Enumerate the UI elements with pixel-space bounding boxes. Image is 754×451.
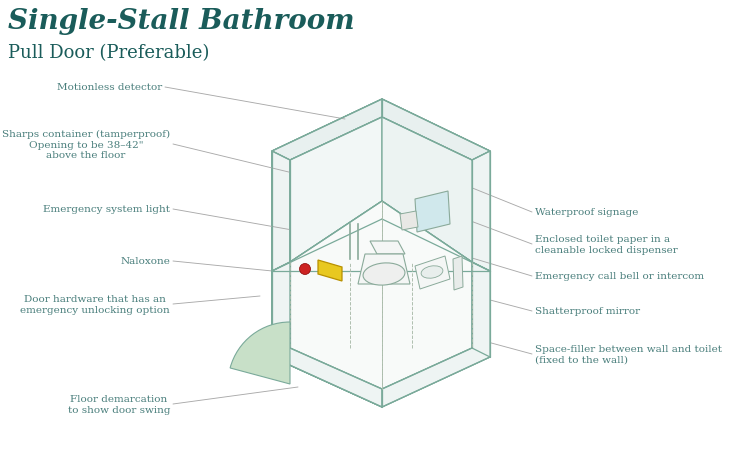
Polygon shape xyxy=(358,254,410,285)
Text: Sharps container (tamperproof)
Opening to be 38–42"
above the floor: Sharps container (tamperproof) Opening t… xyxy=(2,130,170,160)
Polygon shape xyxy=(382,100,490,161)
Polygon shape xyxy=(370,241,405,254)
Text: Space-filler between wall and toilet
(fixed to the wall): Space-filler between wall and toilet (fi… xyxy=(535,345,722,364)
Text: Motionless detector: Motionless detector xyxy=(57,83,162,92)
Text: Naloxone: Naloxone xyxy=(120,257,170,266)
Polygon shape xyxy=(382,118,472,262)
Polygon shape xyxy=(272,100,490,272)
Polygon shape xyxy=(382,262,490,407)
Text: Waterproof signage: Waterproof signage xyxy=(535,208,639,217)
Polygon shape xyxy=(318,260,342,281)
Polygon shape xyxy=(453,257,463,290)
Polygon shape xyxy=(290,202,382,389)
Circle shape xyxy=(299,264,311,275)
Polygon shape xyxy=(290,202,472,389)
Text: Floor demarcation
to show door swing: Floor demarcation to show door swing xyxy=(68,395,170,414)
Polygon shape xyxy=(415,257,450,290)
Polygon shape xyxy=(382,202,472,389)
Polygon shape xyxy=(290,118,382,262)
Text: Single-Stall Bathroom: Single-Stall Bathroom xyxy=(8,8,354,35)
Ellipse shape xyxy=(421,266,443,279)
Polygon shape xyxy=(272,262,382,407)
Polygon shape xyxy=(472,152,490,272)
Text: Emergency call bell or intercom: Emergency call bell or intercom xyxy=(535,272,704,281)
Polygon shape xyxy=(415,192,450,232)
Polygon shape xyxy=(272,100,382,161)
Polygon shape xyxy=(272,152,382,407)
Ellipse shape xyxy=(363,263,405,285)
Polygon shape xyxy=(400,212,418,230)
Polygon shape xyxy=(290,118,472,262)
Text: Emergency system light: Emergency system light xyxy=(43,205,170,214)
Text: Door hardware that has an
emergency unlocking option: Door hardware that has an emergency unlo… xyxy=(20,295,170,314)
Text: Shatterproof mirror: Shatterproof mirror xyxy=(535,307,640,316)
Wedge shape xyxy=(230,322,290,384)
Polygon shape xyxy=(272,152,290,272)
Polygon shape xyxy=(272,100,490,407)
Text: Pull Door (Preferable): Pull Door (Preferable) xyxy=(8,44,210,62)
Text: Enclosed toilet paper in a
cleanable locked dispenser: Enclosed toilet paper in a cleanable loc… xyxy=(535,235,678,254)
